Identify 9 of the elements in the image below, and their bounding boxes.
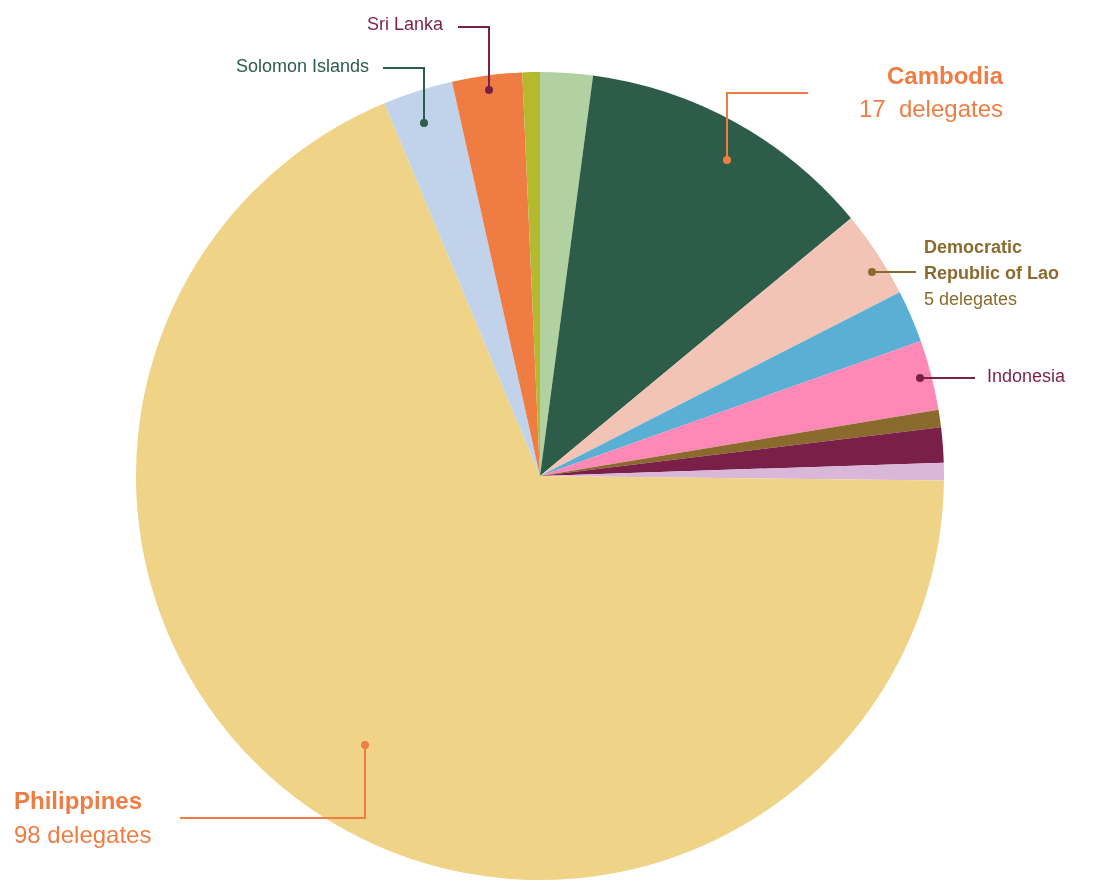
data-label: 5 delegates: [924, 288, 1018, 309]
slice-label: Philippines: [14, 786, 143, 814]
slice-label: Cambodia: [886, 61, 1004, 89]
slice-label: Sri Lanka: [366, 13, 444, 34]
slice-label: Solomon Islands: [235, 55, 369, 76]
slice-label: Democratic Republic of Lao: [924, 236, 1059, 283]
slice-label: Indonesia: [987, 365, 1067, 386]
data-label: 17 delegates: [858, 94, 1003, 122]
data-label: 98 delegates: [14, 820, 152, 848]
